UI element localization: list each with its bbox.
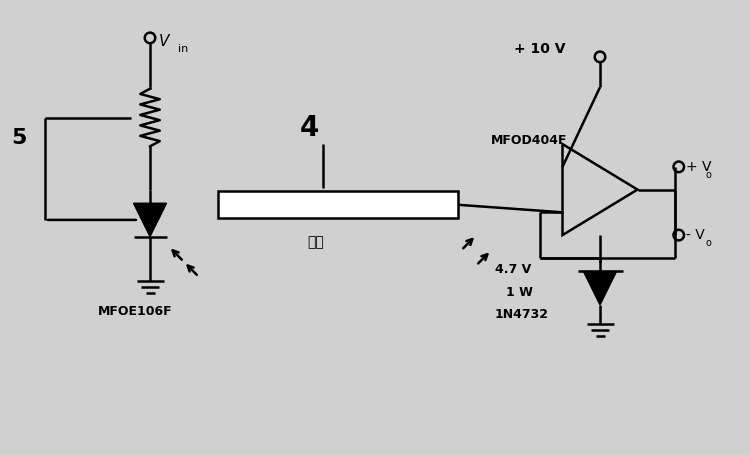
Text: 4.7 V: 4.7 V	[495, 263, 531, 276]
FancyBboxPatch shape	[217, 192, 458, 218]
Text: 1 W: 1 W	[506, 286, 533, 299]
Text: + 10 V: + 10 V	[514, 42, 566, 56]
Text: + V: + V	[686, 160, 712, 174]
Text: o: o	[705, 170, 711, 180]
Polygon shape	[584, 272, 616, 305]
Text: o: o	[705, 238, 711, 248]
Text: 5: 5	[11, 128, 27, 148]
Text: MFOD404F: MFOD404F	[491, 134, 568, 147]
Text: 4: 4	[300, 115, 320, 142]
Text: - V: - V	[686, 228, 705, 242]
Polygon shape	[134, 203, 166, 237]
Text: V: V	[159, 34, 170, 49]
Text: 1N4732: 1N4732	[495, 308, 549, 322]
Text: MFOE106F: MFOE106F	[98, 305, 172, 318]
Text: 光纤: 光纤	[308, 235, 324, 249]
Text: in: in	[178, 44, 188, 54]
